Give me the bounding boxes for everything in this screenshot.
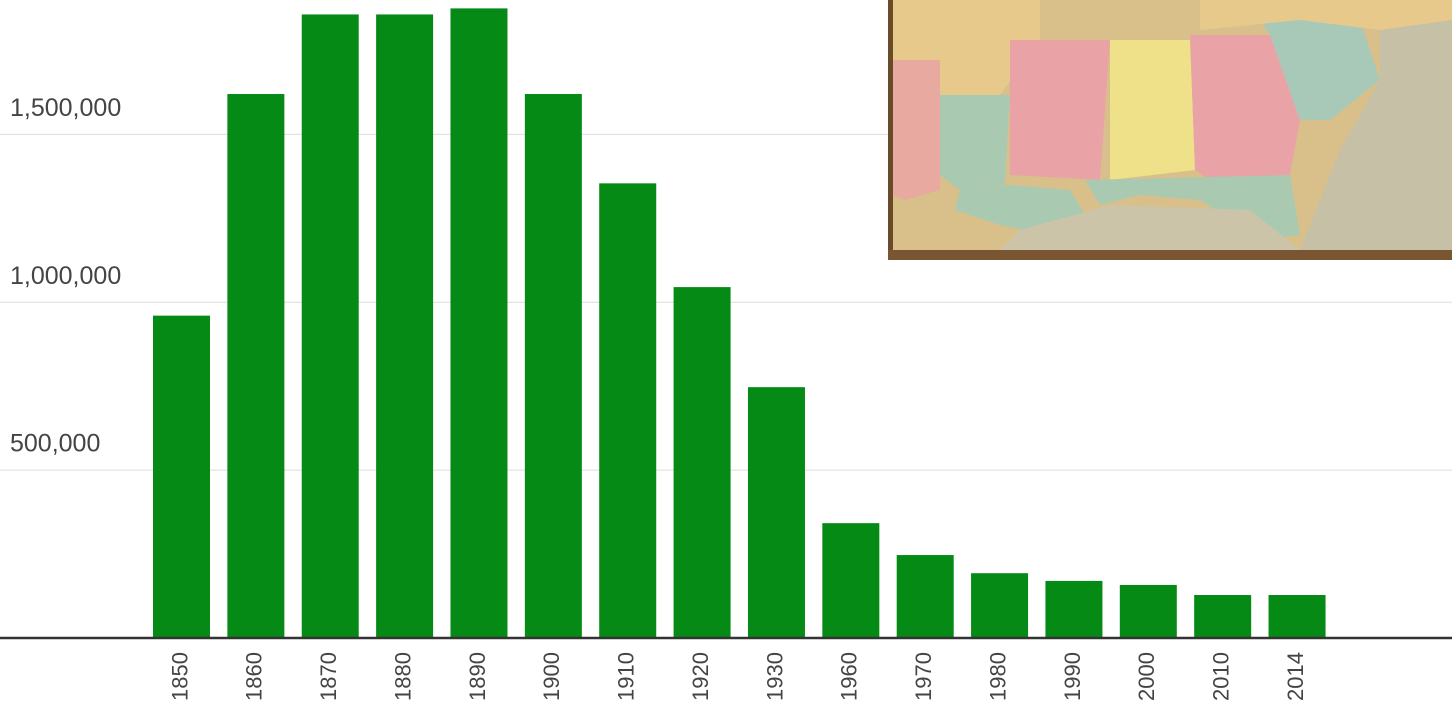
x-tick-label: 1910 (614, 652, 639, 701)
x-tick-label: 1900 (539, 652, 564, 701)
bar (1045, 581, 1102, 638)
x-tick-label: 1890 (465, 652, 490, 701)
x-tick-label: 1960 (837, 652, 862, 701)
x-tick-label: 1880 (390, 652, 415, 701)
x-tick-label: 1860 (242, 652, 267, 701)
map-image (888, 0, 1452, 260)
y-tick-label: 500,000 (10, 430, 100, 458)
bar (748, 387, 805, 638)
bar (153, 316, 210, 638)
y-tick-label: 1,500,000 (10, 94, 121, 122)
bar (971, 573, 1028, 638)
x-tick-label: 2000 (1134, 652, 1159, 701)
bar (302, 14, 359, 638)
x-tick-label: 1870 (316, 652, 341, 701)
chart: 500,000 1,000,000 1,500,000 1850 1860 1870 188… (0, 0, 1452, 723)
x-tick-label: 2014 (1283, 652, 1308, 701)
bar (599, 183, 656, 638)
bar (525, 94, 582, 638)
x-tick-label: 1980 (985, 652, 1010, 701)
bar (674, 287, 731, 638)
x-tick-label: 1920 (688, 652, 713, 701)
bar (1194, 595, 1251, 638)
bar (822, 523, 879, 638)
bar (450, 8, 507, 638)
bar (1269, 595, 1326, 638)
bar (227, 94, 284, 638)
bar (897, 555, 954, 638)
x-tick-label: 1930 (762, 652, 787, 701)
bar (376, 14, 433, 638)
x-tick-label: 1990 (1060, 652, 1085, 701)
x-tick-label: 1850 (167, 652, 192, 701)
y-tick-label: 1,000,000 (10, 262, 121, 290)
x-tick-label: 2010 (1208, 652, 1233, 701)
x-tick-label: 1970 (911, 652, 936, 701)
bar (1120, 585, 1177, 638)
